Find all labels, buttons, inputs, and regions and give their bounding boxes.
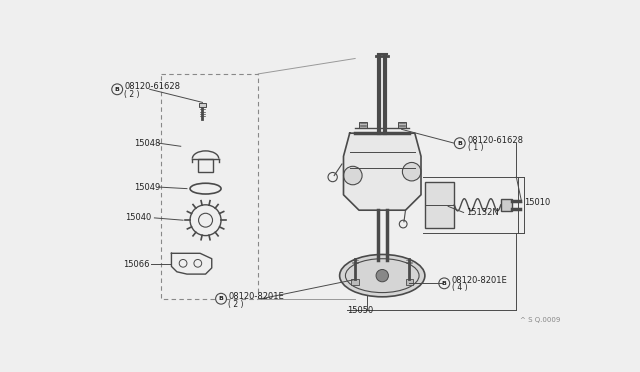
Text: B: B: [458, 141, 462, 146]
Ellipse shape: [340, 254, 425, 297]
Circle shape: [376, 269, 388, 282]
Bar: [351, 279, 359, 285]
Bar: [397, 122, 406, 128]
Text: 15050: 15050: [348, 306, 374, 315]
Text: 15010: 15010: [524, 198, 550, 207]
Text: B: B: [115, 87, 120, 92]
Text: 15048: 15048: [134, 139, 161, 148]
Text: 08120-8201E: 08120-8201E: [228, 292, 284, 301]
Text: 08120-61628: 08120-61628: [124, 83, 180, 92]
Bar: [161, 74, 259, 299]
Bar: [198, 103, 206, 107]
Text: ( 2 ): ( 2 ): [228, 299, 244, 309]
Text: B: B: [219, 296, 223, 301]
Bar: [406, 279, 413, 285]
Text: B: B: [442, 281, 447, 286]
Text: ( 4 ): ( 4 ): [452, 283, 468, 292]
Polygon shape: [344, 133, 421, 210]
Circle shape: [344, 166, 362, 185]
Text: ( 1 ): ( 1 ): [467, 143, 483, 152]
Circle shape: [454, 138, 465, 148]
Bar: [425, 182, 454, 228]
Text: 08120-61628: 08120-61628: [467, 136, 524, 145]
Bar: [501, 199, 513, 211]
Text: 08120-8201E: 08120-8201E: [452, 276, 508, 285]
Circle shape: [439, 278, 450, 289]
Text: 15132N: 15132N: [466, 208, 499, 217]
Bar: [359, 122, 367, 128]
Text: 15040: 15040: [125, 214, 151, 222]
Circle shape: [403, 163, 421, 181]
Circle shape: [112, 84, 123, 95]
Text: 15049: 15049: [134, 183, 161, 192]
Bar: [198, 158, 213, 173]
Text: ( 2 ): ( 2 ): [124, 90, 140, 99]
Circle shape: [216, 294, 227, 304]
Text: 15066: 15066: [123, 260, 149, 269]
Text: ^ S Q.0009: ^ S Q.0009: [520, 317, 561, 323]
